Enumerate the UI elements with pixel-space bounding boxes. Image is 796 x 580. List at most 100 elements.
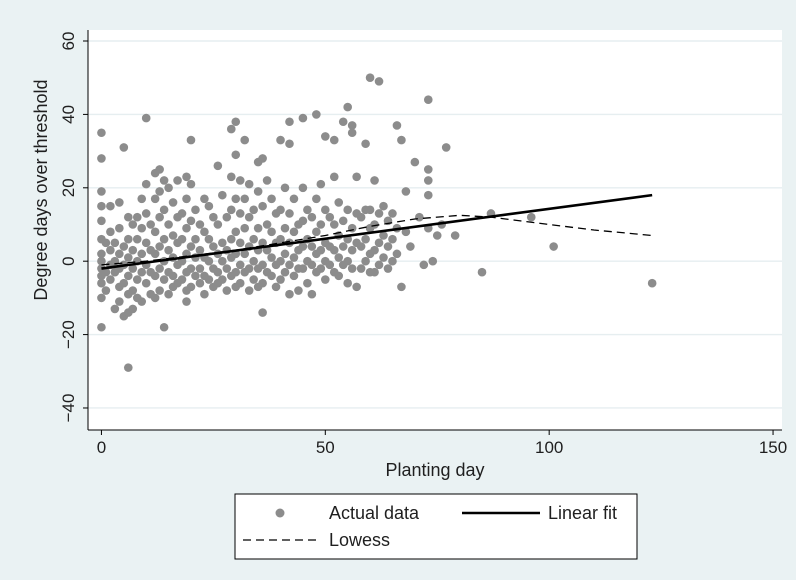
data-point [249,256,258,266]
data-point [186,264,196,273]
data-point [213,161,223,171]
data-point [249,234,258,244]
data-point [285,209,294,218]
data-point [101,267,111,277]
data-point [334,198,344,207]
data-point [200,194,209,204]
data-point [106,275,115,284]
data-point [321,205,330,215]
data-point [307,242,317,251]
data-point [343,205,352,215]
data-point [370,267,379,277]
data-point [356,212,366,222]
data-point [267,227,276,237]
data-point [106,201,115,211]
data-point [347,128,357,138]
data-point [410,157,420,167]
data-point [316,245,326,255]
data-point [379,231,388,240]
data-point [200,227,209,237]
data-point [289,194,299,204]
data-point [383,264,393,273]
linear-fit-line [101,193,653,270]
data-point [159,234,169,244]
data-point [347,264,357,273]
data-point [106,245,115,255]
data-point [235,209,245,218]
data-point [388,256,397,266]
y-tick-label: 60 [59,32,78,51]
data-point [374,238,384,248]
data-point [106,227,115,237]
legend-label-actual-data: Actual data [329,503,420,523]
data-point [177,275,187,284]
legend: Actual data Linear fit Lowess [234,493,638,560]
data-point [155,165,164,174]
data-point [123,363,133,372]
x-tick-label: 150 [759,438,787,457]
data-point [253,223,263,233]
data-point [262,176,272,185]
data-point [128,264,138,273]
data-point [352,172,361,182]
data-point [182,297,191,306]
data-point [240,249,250,259]
x-tick-label: 0 [97,438,106,457]
data-point [343,256,352,266]
data-point [329,135,339,145]
data-point [168,271,178,281]
data-point [141,278,151,288]
data-point [186,179,196,189]
y-tick-label: 20 [59,178,78,197]
data-point [240,135,250,145]
data-point [101,286,111,295]
data-point [195,278,205,288]
data-point [218,275,227,284]
data-point [195,264,205,273]
data-point [258,278,267,288]
x-axis-title: Planting day [385,460,484,480]
data-point [329,220,339,229]
data-point [119,242,129,251]
data-point [289,227,299,237]
data-point [361,256,370,266]
data-point [222,264,232,273]
data-point [338,117,348,127]
data-point [119,278,129,288]
data-point [191,271,200,281]
data-point [392,249,402,259]
y-tick-label: −20 [59,320,78,349]
data-point [374,209,384,218]
data-point [267,271,276,281]
data-point [338,242,348,251]
data-point [526,212,536,222]
data-point [244,286,254,295]
data-point [132,212,142,222]
data-point [235,176,245,185]
data-point [218,190,227,200]
x-tick-label: 100 [535,438,563,457]
data-point [182,223,191,233]
data-point [119,143,129,152]
data-point [307,212,317,222]
data-point [182,194,191,204]
data-point [164,245,173,255]
data-point [150,249,160,259]
data-point [137,267,147,277]
data-point [155,264,164,273]
data-point [168,198,178,207]
data-point [388,234,397,244]
data-point [334,253,344,262]
data-point [347,121,357,130]
data-point [423,95,433,105]
data-point [347,245,357,255]
data-point [97,128,106,138]
data-point [141,209,151,218]
data-point [159,205,169,215]
data-point [276,135,285,145]
data-point [298,216,308,226]
data-point [164,183,173,193]
data-point [276,275,285,284]
data-point [97,278,106,288]
data-point [141,179,151,189]
